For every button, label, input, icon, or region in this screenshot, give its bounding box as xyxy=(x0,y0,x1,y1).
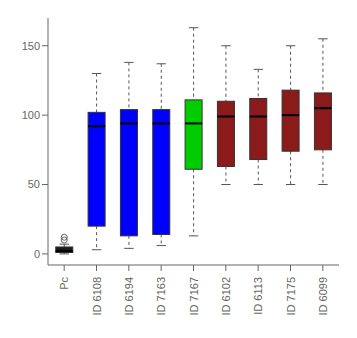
svg-text:ID 7163: ID 7163 xyxy=(155,277,167,316)
svg-text:ID 6194: ID 6194 xyxy=(123,277,135,316)
svg-text:100: 100 xyxy=(22,109,40,121)
svg-text:ID 6113: ID 6113 xyxy=(252,277,264,315)
svg-text:50: 50 xyxy=(28,178,40,190)
svg-text:ID 7167: ID 7167 xyxy=(188,277,200,316)
svg-text:ID 6108: ID 6108 xyxy=(91,277,103,316)
svg-text:150: 150 xyxy=(22,40,40,52)
svg-text:ID 6102: ID 6102 xyxy=(220,277,232,316)
svg-text:0: 0 xyxy=(34,248,40,260)
svg-text:Pc: Pc xyxy=(58,277,70,290)
svg-text:ID 7175: ID 7175 xyxy=(285,277,297,316)
svg-text:ID 6099: ID 6099 xyxy=(317,277,329,316)
